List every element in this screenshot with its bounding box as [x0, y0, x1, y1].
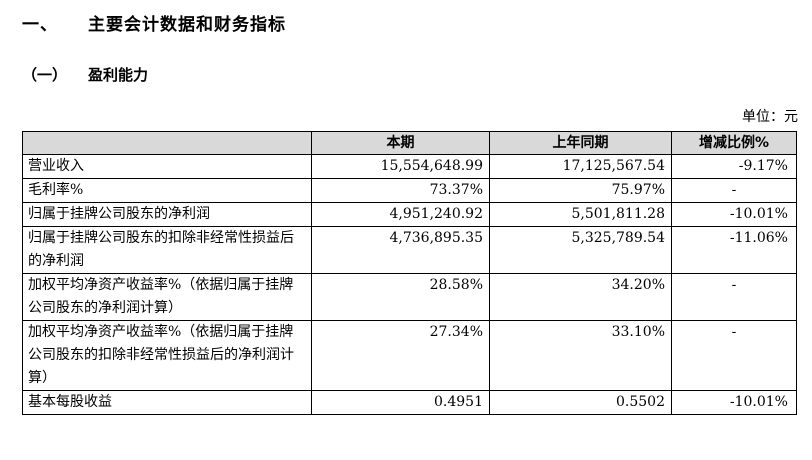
table-row: 加权平均净资产收益率%（依据归属于挂牌公司股东的净利润计算） 28.58% 34… — [22, 273, 797, 321]
table-row: 归属于挂牌公司股东的扣除非经常性损益后的净利润 4,736,895.35 5,3… — [22, 226, 797, 274]
change-value: - — [671, 320, 797, 391]
prior-value: 33.10% — [489, 320, 672, 391]
change-value: - — [671, 273, 797, 321]
section-title: 主要会计数据和财务指标 — [88, 15, 286, 35]
prior-value: 5,325,789.54 — [489, 226, 672, 274]
subsection-heading: （一） 盈利能力 — [22, 64, 148, 85]
prior-value: 17,125,567.54 — [489, 154, 672, 179]
table-header-row: 本期 上年同期 增减比例% — [22, 131, 797, 155]
header-item — [22, 131, 312, 155]
section-number: 一、 — [22, 15, 58, 35]
subsection-title: 盈利能力 — [88, 66, 149, 84]
row-label: 营业收入 — [22, 154, 312, 179]
row-label: 加权平均净资产收益率%（依据归属于挂牌公司股东的扣除非经常性损益后的净利润计算） — [22, 320, 312, 391]
change-value: -10.01% — [671, 202, 797, 227]
current-value: 4,951,240.92 — [311, 202, 490, 227]
table-row: 营业收入 15,554,648.99 17,125,567.54 -9.17% — [22, 154, 797, 179]
current-value: 0.4951 — [311, 390, 490, 415]
table-row: 归属于挂牌公司股东的净利润 4,951,240.92 5,501,811.28 … — [22, 202, 797, 227]
current-value: 4,736,895.35 — [311, 226, 490, 274]
section-heading: 一、 主要会计数据和财务指标 — [22, 10, 286, 35]
header-prior-period: 上年同期 — [489, 131, 672, 155]
current-value: 27.34% — [311, 320, 490, 391]
header-change-pct: 增减比例% — [671, 131, 797, 155]
subsection-number: （一） — [22, 66, 68, 84]
prior-value: 0.5502 — [489, 390, 672, 415]
change-value: -9.17% — [671, 154, 797, 179]
change-value: - — [671, 178, 797, 203]
row-label: 基本每股收益 — [22, 390, 312, 415]
row-label: 加权平均净资产收益率%（依据归属于挂牌公司股东的净利润计算） — [22, 273, 312, 321]
current-value: 15,554,648.99 — [311, 154, 490, 179]
financial-indicators-table: 本期 上年同期 增减比例% 营业收入 15,554,648.99 17,125,… — [22, 131, 797, 415]
unit-note: 单位：元 — [742, 109, 798, 125]
prior-value: 34.20% — [489, 273, 672, 321]
header-current-period: 本期 — [311, 131, 490, 155]
current-value: 28.58% — [311, 273, 490, 321]
row-label: 归属于挂牌公司股东的扣除非经常性损益后的净利润 — [22, 226, 312, 274]
prior-value: 5,501,811.28 — [489, 202, 672, 227]
table-row: 基本每股收益 0.4951 0.5502 -10.01% — [22, 390, 797, 415]
change-value: -11.06% — [671, 226, 797, 274]
current-value: 73.37% — [311, 178, 490, 203]
row-label: 毛利率% — [22, 178, 312, 203]
row-label: 归属于挂牌公司股东的净利润 — [22, 202, 312, 227]
change-value: -10.01% — [671, 390, 797, 415]
table-row: 加权平均净资产收益率%（依据归属于挂牌公司股东的扣除非经常性损益后的净利润计算）… — [22, 320, 797, 391]
prior-value: 75.97% — [489, 178, 672, 203]
table-row: 毛利率% 73.37% 75.97% - — [22, 178, 797, 203]
